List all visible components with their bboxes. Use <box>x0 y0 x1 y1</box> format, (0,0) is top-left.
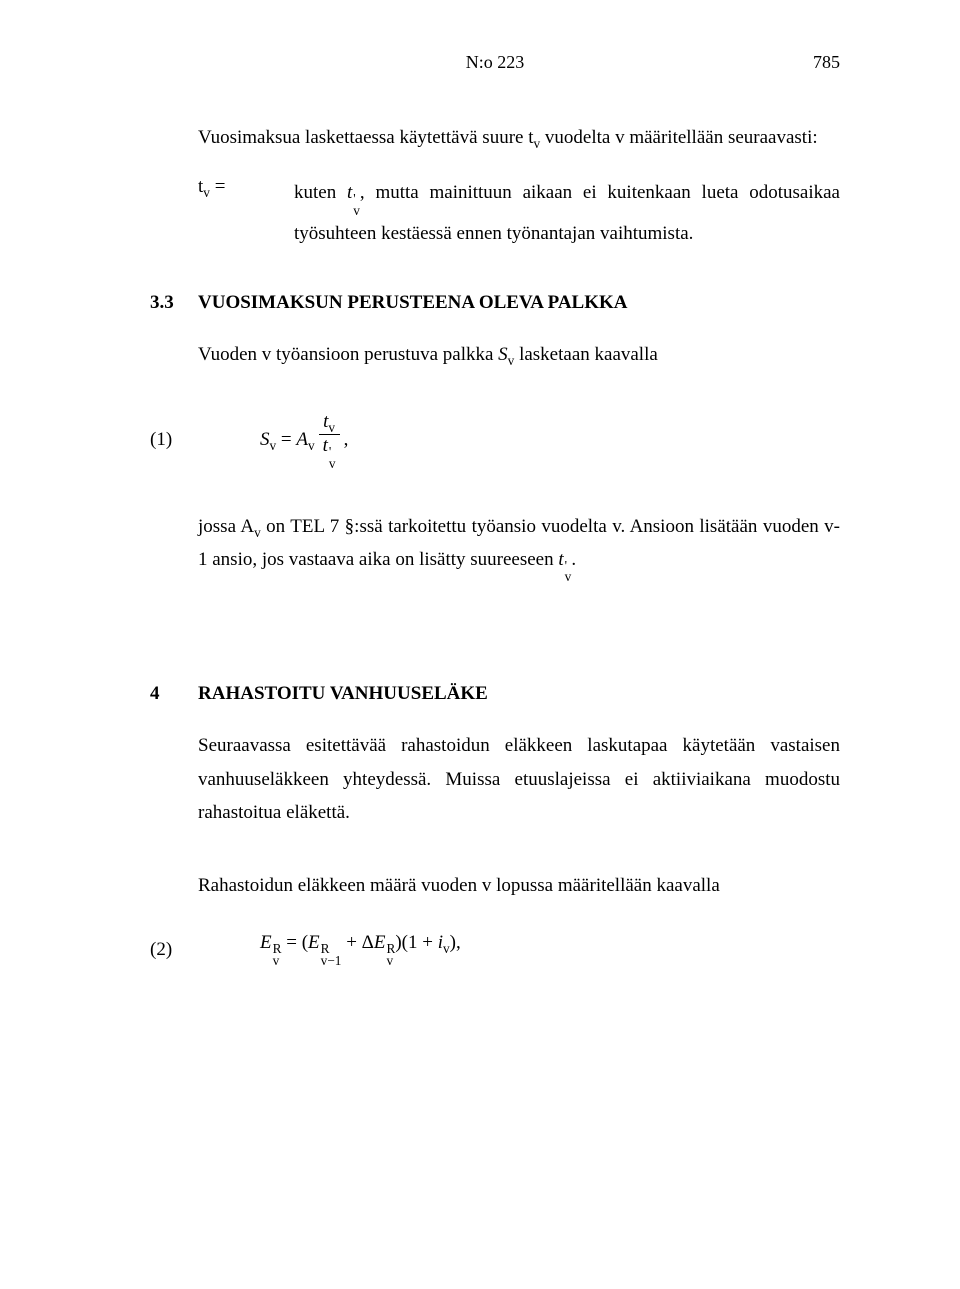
section-3-3-num: 3.3 <box>150 292 198 314</box>
jossa-prefix: jossa A <box>198 516 254 537</box>
eq1-num-sub: v <box>328 420 335 435</box>
eq1-den-sub: v <box>329 458 336 470</box>
eq2-body: ERv = (ERv−1 + ΔERv)(1 + iv), <box>260 932 461 967</box>
eq2-end: ), <box>450 932 461 953</box>
definition-symbol: tv = <box>198 176 294 250</box>
section-3-3-body: Vuoden v työansioon perustuva palkka Sv … <box>198 338 840 371</box>
eq1-den-supsub: 'v <box>329 446 336 470</box>
eq1-S: S <box>260 429 270 450</box>
doc-number: N:o 223 <box>150 52 780 73</box>
def-body-prefix: kuten <box>294 182 347 203</box>
section-4-heading: 4 RAHASTOITU VANHUUSELÄKE <box>150 683 840 705</box>
def-body-sub: v <box>353 205 360 217</box>
eq1-frac-den: t'v <box>319 434 340 470</box>
eq1-den-t: t <box>323 435 328 456</box>
eq1-label: (1) <box>150 429 260 451</box>
eq1-fraction: tv t'v <box>319 411 340 469</box>
eq2-label: (2) <box>150 939 260 961</box>
page-header: N:o 223 785 <box>150 52 840 73</box>
eq2-i-sub: v <box>443 941 450 956</box>
eq2-E2-supsub: Rv−1 <box>321 943 342 967</box>
jossa-para: jossa Av on TEL 7 §:ssä tarkoitettu työa… <box>198 510 840 584</box>
eq1-A: A <box>296 429 308 450</box>
jossa-sub: v <box>254 524 261 539</box>
eq2-E1-sub: v <box>273 955 282 967</box>
jossa-end: . <box>571 549 576 570</box>
def-body-suffix: , mutta mainittuun aikaan ei kuitenkaan … <box>294 182 840 244</box>
intro-para: Vuosimaksua laskettaessa käytettävä suur… <box>198 121 840 154</box>
jossa-t: t <box>558 549 563 570</box>
page: N:o 223 785 Vuosimaksua laskettaessa käy… <box>0 0 960 1289</box>
eq2-E3: E <box>374 932 386 953</box>
section-3-3-title: VUOSIMAKSUN PERUSTEENA OLEVA PALKKA <box>198 292 628 314</box>
definition-row: tv = kuten t'v, mutta mainittuun aikaan … <box>198 176 840 250</box>
sec33-body-prefix: Vuoden v työansioon perustuva palkka <box>198 344 498 365</box>
sec33-body-suffix: lasketaan kaavalla <box>514 344 657 365</box>
eq1-frac-num: tv <box>319 411 339 434</box>
eq2-E2: E <box>308 932 320 953</box>
section-4-para1: Seuraavassa esitettävää rahastoidun eläk… <box>198 729 840 829</box>
definition-body: kuten t'v, mutta mainittuun aikaan ei ku… <box>294 176 840 250</box>
intro-text-2: vuodelta v määritellään seuraavasti: <box>540 127 818 148</box>
section-4-title: RAHASTOITU VANHUUSELÄKE <box>198 683 488 705</box>
def-body-var: t <box>347 182 352 203</box>
eq2-E2-sub: v−1 <box>321 955 342 967</box>
eq2-plus: + Δ <box>341 932 373 953</box>
intro-text-1: Vuosimaksua laskettaessa käytettävä suur… <box>198 127 533 148</box>
jossa-t-sub: v <box>565 571 572 583</box>
equation-2: (2) ERv = (ERv−1 + ΔERv)(1 + iv), <box>150 932 840 967</box>
sec33-S: S <box>498 344 508 365</box>
eq2-E3-sub: v <box>386 955 395 967</box>
eq2-E1: E <box>260 932 272 953</box>
def-body-supsub: 'v <box>353 193 360 217</box>
def-t-sub: v <box>203 185 210 200</box>
section-4-para2: Rahastoidun eläkkeen määrä vuoden v lopu… <box>198 869 840 902</box>
eq2-close: )(1 + <box>395 932 437 953</box>
eq1-trail: , <box>344 429 349 451</box>
def-eq: = <box>210 176 225 197</box>
eq1-A-sub: v <box>308 438 315 453</box>
jossa-mid: on TEL 7 §:ssä tarkoitettu työansio vuod… <box>198 516 840 570</box>
page-number: 785 <box>780 52 840 73</box>
eq1-eq: = <box>276 429 296 450</box>
section-4-num: 4 <box>150 683 198 705</box>
eq1-body: Sv = Av tv t'v , <box>260 411 348 469</box>
section-3-3-heading: 3.3 VUOSIMAKSUN PERUSTEENA OLEVA PALKKA <box>150 292 840 314</box>
eq2-eq: = ( <box>281 932 308 953</box>
equation-1: (1) Sv = Av tv t'v , <box>150 411 840 469</box>
